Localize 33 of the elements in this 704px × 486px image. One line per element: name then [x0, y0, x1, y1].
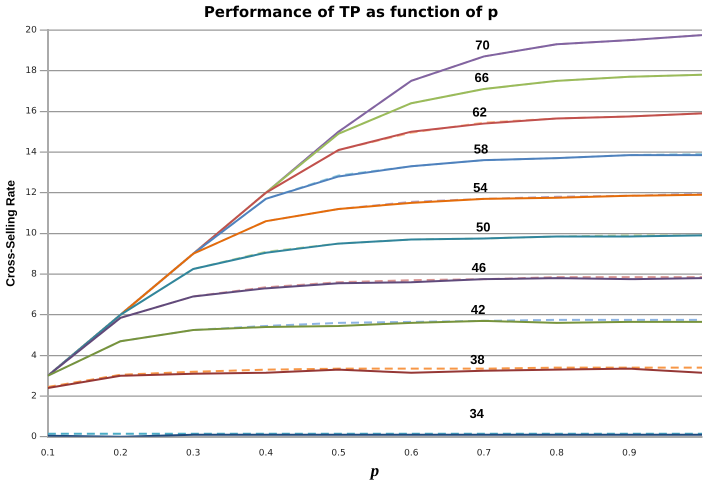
annotation: 42: [470, 302, 486, 317]
x-tick-label: 0.4: [258, 448, 274, 459]
x-tick-label: 0.8: [549, 448, 564, 459]
annotation: 58: [474, 141, 488, 156]
x-tick-label: 0.5: [331, 448, 346, 459]
annotation: 70: [475, 38, 490, 53]
y-tick-label: 2: [31, 391, 37, 402]
chart-title: Performance of TP as function of p: [204, 2, 498, 21]
annotation: 50: [476, 220, 490, 235]
y-tick-label: 4: [31, 350, 38, 361]
y-tick-label: 12: [25, 188, 37, 198]
x-tick-label: 0.3: [186, 448, 200, 459]
x-tick-label: 0.2: [113, 448, 128, 459]
y-tick-label: 8: [31, 269, 38, 280]
annotation: 34: [469, 406, 485, 421]
y-tick-label: 0: [31, 432, 38, 442]
y-tick-label: 18: [25, 66, 38, 76]
x-tick-label: 0.1: [40, 448, 56, 459]
annotation: 66: [474, 70, 490, 86]
x-tick-label: 0.9: [622, 448, 637, 459]
y-tick-label: 20: [25, 25, 38, 36]
y-tick-label: 16: [25, 106, 38, 117]
y-tick-label: 6: [31, 310, 38, 320]
annotation: 54: [473, 180, 488, 195]
x-tick-label: 0.6: [404, 448, 419, 459]
y-axis-title: Cross-Selling Rate: [4, 180, 18, 287]
annotation: 38: [470, 352, 485, 367]
annotation: 46: [472, 260, 486, 276]
x-axis-title: p: [368, 461, 380, 480]
annotation: 62: [472, 104, 487, 120]
y-tick-label: 14: [25, 147, 38, 158]
y-tick-label: 10: [25, 228, 38, 239]
x-tick-label: 0.7: [476, 448, 492, 459]
